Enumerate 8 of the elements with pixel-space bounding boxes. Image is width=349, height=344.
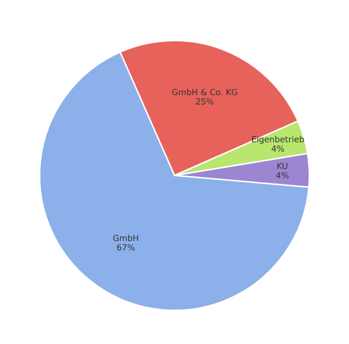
slice-label: KU <box>277 162 288 170</box>
data-label: 25% <box>196 98 214 105</box>
slice-label: GmbH & Co. KG <box>172 88 238 96</box>
data-label: 4% <box>272 145 284 152</box>
data-label: 4% <box>276 172 288 178</box>
slice-label: GmbH <box>113 234 138 242</box>
slice-label: Eigenbetrieb <box>252 136 304 144</box>
data-label: 67% <box>117 244 135 251</box>
